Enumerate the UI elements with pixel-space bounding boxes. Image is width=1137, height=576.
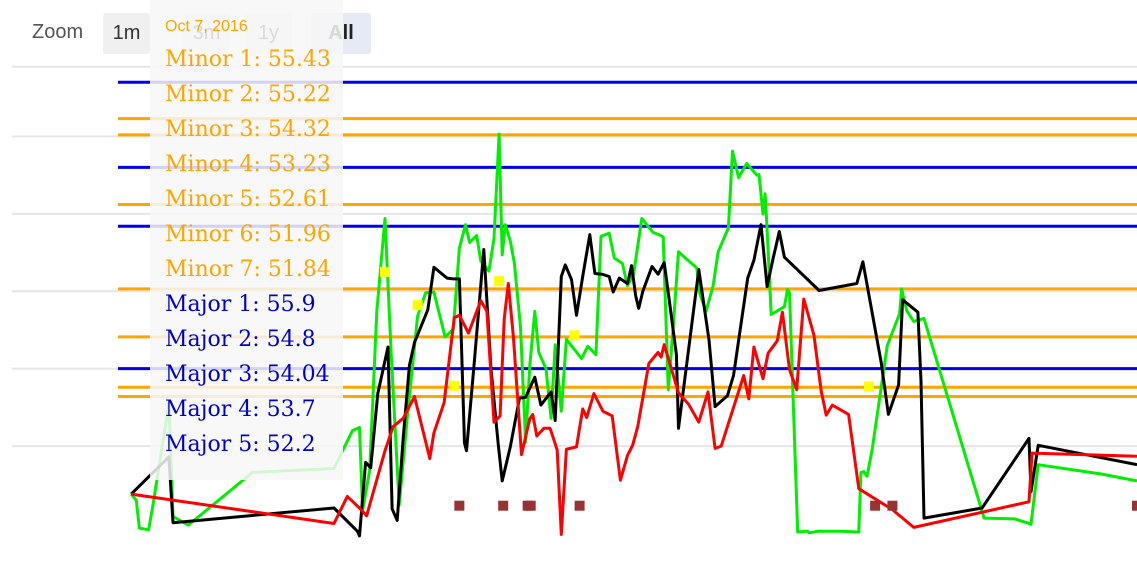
marker-point xyxy=(449,380,460,391)
marker-point xyxy=(412,300,423,311)
marker-point xyxy=(864,381,875,392)
tooltip-row: Major 2: 54.8 xyxy=(165,327,316,352)
marker-point xyxy=(498,500,509,511)
tooltip-row: Major 1: 55.9 xyxy=(165,292,316,317)
marker-point xyxy=(494,276,505,287)
tooltip-row: Major 4: 53.7 xyxy=(165,397,316,422)
marker-point xyxy=(870,500,881,511)
series-line xyxy=(130,282,1137,536)
tooltip-row: Major 3: 54.04 xyxy=(165,362,330,387)
zoom-label: Zoom xyxy=(32,21,84,43)
tooltip xyxy=(150,0,343,480)
tooltip-row: Minor 2: 55.22 xyxy=(165,82,331,107)
marker-point xyxy=(454,500,465,511)
tooltip-date: Oct 7, 2016 xyxy=(165,18,248,35)
marker-point xyxy=(887,500,898,511)
tooltip-row: Minor 4: 53.23 xyxy=(165,152,331,177)
marker-point xyxy=(525,500,536,511)
marker-point xyxy=(569,330,580,341)
tooltip-row: Minor 7: 51.84 xyxy=(165,257,331,282)
marker-point xyxy=(379,266,390,277)
tooltip-row: Major 5: 52.2 xyxy=(165,432,316,457)
series-line xyxy=(130,223,1137,538)
series-lines xyxy=(130,132,1137,538)
zoom-1m-button[interactable]: 1m xyxy=(103,13,150,54)
tooltip-row: Minor 1: 55.43 xyxy=(165,47,331,72)
markers xyxy=(379,266,1137,511)
marker-point xyxy=(574,500,585,511)
tooltip-row: Minor 5: 52.61 xyxy=(165,187,331,212)
tooltip-row: Minor 6: 51.96 xyxy=(165,222,331,247)
tooltip-row: Minor 3: 54.32 xyxy=(165,117,331,142)
marker-point xyxy=(1132,500,1137,511)
